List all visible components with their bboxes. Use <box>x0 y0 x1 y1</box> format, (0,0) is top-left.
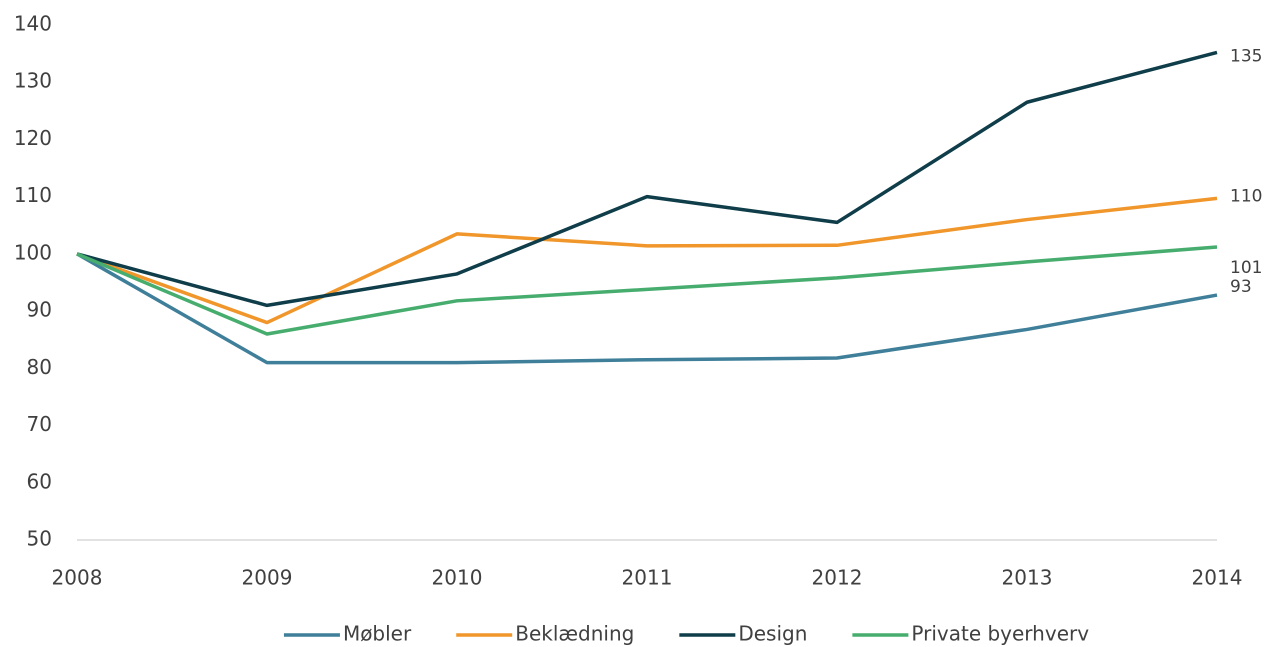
legend-label: Design <box>738 622 807 646</box>
x-tick-label: 2013 <box>1002 566 1053 590</box>
y-tick-label: 60 <box>27 469 52 493</box>
y-tick-label: 130 <box>14 69 52 93</box>
x-tick-label: 2012 <box>812 566 863 590</box>
data-label: 110 <box>1230 186 1262 206</box>
data-label: 93 <box>1230 277 1252 297</box>
series-line <box>76 50 1218 308</box>
x-tick-label: 2014 <box>1192 566 1243 590</box>
x-tick-label: 2011 <box>622 566 673 590</box>
y-tick-label: 100 <box>14 240 52 264</box>
data-label: 135 <box>1230 46 1262 66</box>
legend-label: Beklædning <box>515 622 634 646</box>
legend-item: Beklædning <box>456 622 634 646</box>
legend-item: Møbler <box>283 622 412 646</box>
x-tick-label: 2010 <box>432 566 483 590</box>
legend-item: Private byerhverv <box>852 622 1089 646</box>
x-tick-label: 2009 <box>242 566 293 590</box>
series-line <box>76 245 1218 336</box>
legend-item: Design <box>679 622 807 646</box>
y-tick-label: 80 <box>27 355 52 379</box>
x-tick-label: 2008 <box>52 566 103 590</box>
legend-label: Private byerhverv <box>911 622 1089 646</box>
y-tick-label: 90 <box>27 298 52 322</box>
series-line <box>76 252 1218 365</box>
y-tick-label: 70 <box>27 412 52 436</box>
y-tick-label: 110 <box>14 183 52 207</box>
series-line <box>76 196 1218 325</box>
legend-label: Møbler <box>343 622 412 646</box>
data-label: 101 <box>1230 258 1262 278</box>
y-tick-label: 140 <box>14 12 52 36</box>
y-tick-label: 120 <box>14 126 52 150</box>
y-tick-label: 50 <box>27 527 52 551</box>
